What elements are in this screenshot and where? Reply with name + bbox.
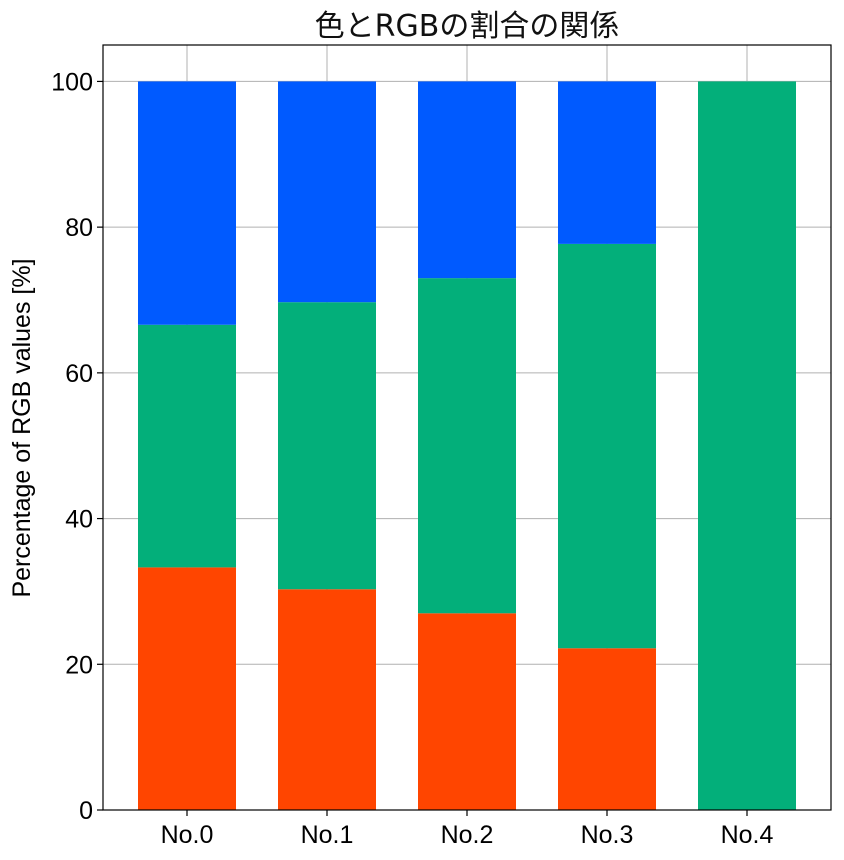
plot-area-frame (102, 44, 832, 811)
bar-segment (558, 81, 656, 244)
bar-segment (138, 324, 236, 568)
y-tick-label: 60 (65, 360, 93, 388)
y-tick-label: 0 (79, 797, 93, 825)
y-tick-label: 100 (51, 68, 93, 96)
y-tick-label: 40 (65, 506, 93, 534)
bar-segment (558, 648, 656, 810)
bar-segment (558, 243, 656, 649)
bar-segment (278, 589, 376, 810)
y-axis-label: Percentage of RGB values [%] (8, 258, 36, 597)
y-tick-label: 80 (65, 214, 93, 242)
x-tick-label: No.3 (581, 821, 634, 849)
y-tick-label: 20 (65, 651, 93, 679)
x-tick-label: No.0 (161, 821, 214, 849)
bar-segment (418, 613, 516, 810)
bar-segment (278, 81, 376, 303)
bars-layer (138, 81, 796, 810)
chart-title: 色とRGBの割合の関係 (315, 9, 620, 44)
bar-segment (138, 81, 236, 325)
x-tick-label: No.2 (441, 821, 494, 849)
bar-segment (418, 278, 516, 614)
x-tick-label: No.1 (301, 821, 354, 849)
bar-segment (138, 567, 236, 810)
x-tick-label: No.4 (721, 821, 774, 849)
bar-segment (278, 302, 376, 590)
bar-segment (698, 81, 796, 810)
ticks-layer: 0 20 40 60 80 100 No.0 No.1 No.2 No.3 No.4 (51, 68, 773, 849)
bar-segment (418, 81, 516, 279)
